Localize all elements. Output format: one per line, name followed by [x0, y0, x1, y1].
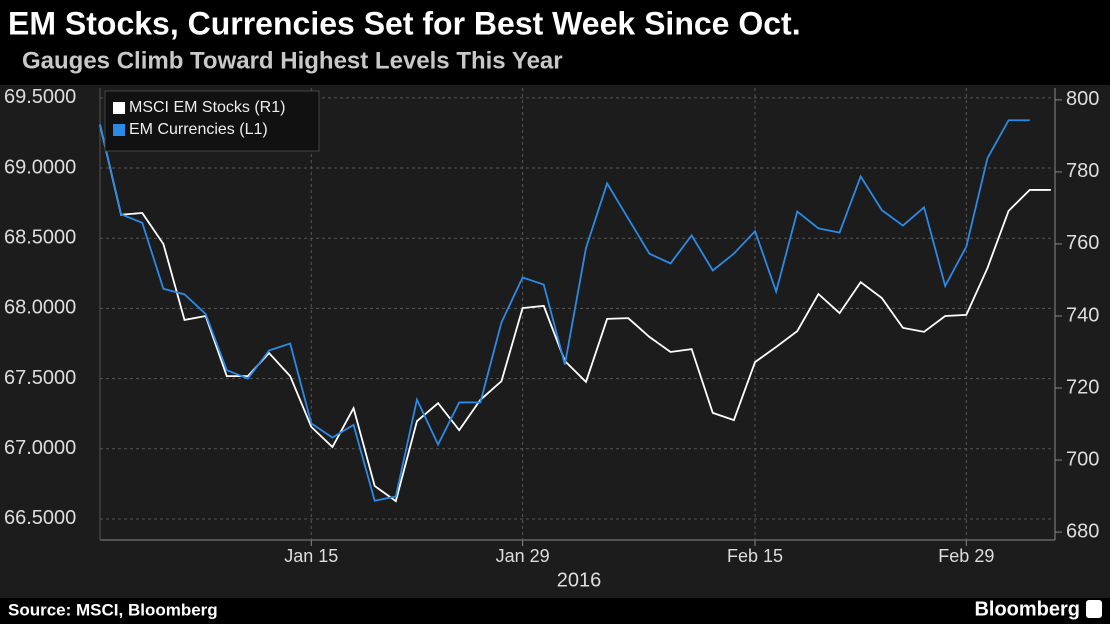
y-tick-label: 68.5000: [4, 226, 76, 248]
y-tick-label: 67.5000: [4, 367, 76, 389]
y2-tick-label: 700: [1066, 448, 1099, 470]
y-tick-label: 66.5000: [4, 507, 76, 529]
legend-label: EM Currencies (L1): [129, 121, 268, 138]
y2-tick-label: 720: [1066, 376, 1099, 398]
legend-box: [104, 90, 320, 152]
x-tick-label: Feb 29: [938, 546, 994, 566]
y-tick-label: 67.0000: [4, 437, 76, 459]
y2-tick-label: 740: [1066, 304, 1099, 326]
y-tick-label: 68.0000: [4, 297, 76, 319]
legend-swatch: [113, 102, 125, 114]
y-tick-label: 69.5000: [4, 86, 76, 108]
brand: Bloomberg: [974, 598, 1080, 620]
source: Source: MSCI, Bloomberg: [8, 600, 218, 619]
y-tick-label: 69.0000: [4, 156, 76, 178]
series-line: [99, 119, 1030, 502]
x-tick-label: Jan 29: [496, 546, 550, 566]
legend-swatch: [113, 124, 125, 136]
chart-title: EM Stocks, Currencies Set for Best Week …: [8, 5, 801, 41]
y2-tick-label: 800: [1066, 88, 1099, 110]
plot-background: [0, 85, 1110, 598]
x-axis-label: 2016: [557, 569, 602, 591]
y2-tick-label: 780: [1066, 160, 1099, 182]
y2-tick-label: 760: [1066, 232, 1099, 254]
y2-tick-label: 680: [1066, 520, 1099, 542]
legend-label: MSCI EM Stocks (R1): [129, 99, 285, 116]
x-tick-label: Jan 15: [284, 546, 338, 566]
chart-subtitle: Gauges Climb Toward Highest Levels This …: [22, 47, 563, 74]
brand-icon: [1086, 600, 1102, 618]
x-tick-label: Feb 15: [727, 546, 783, 566]
